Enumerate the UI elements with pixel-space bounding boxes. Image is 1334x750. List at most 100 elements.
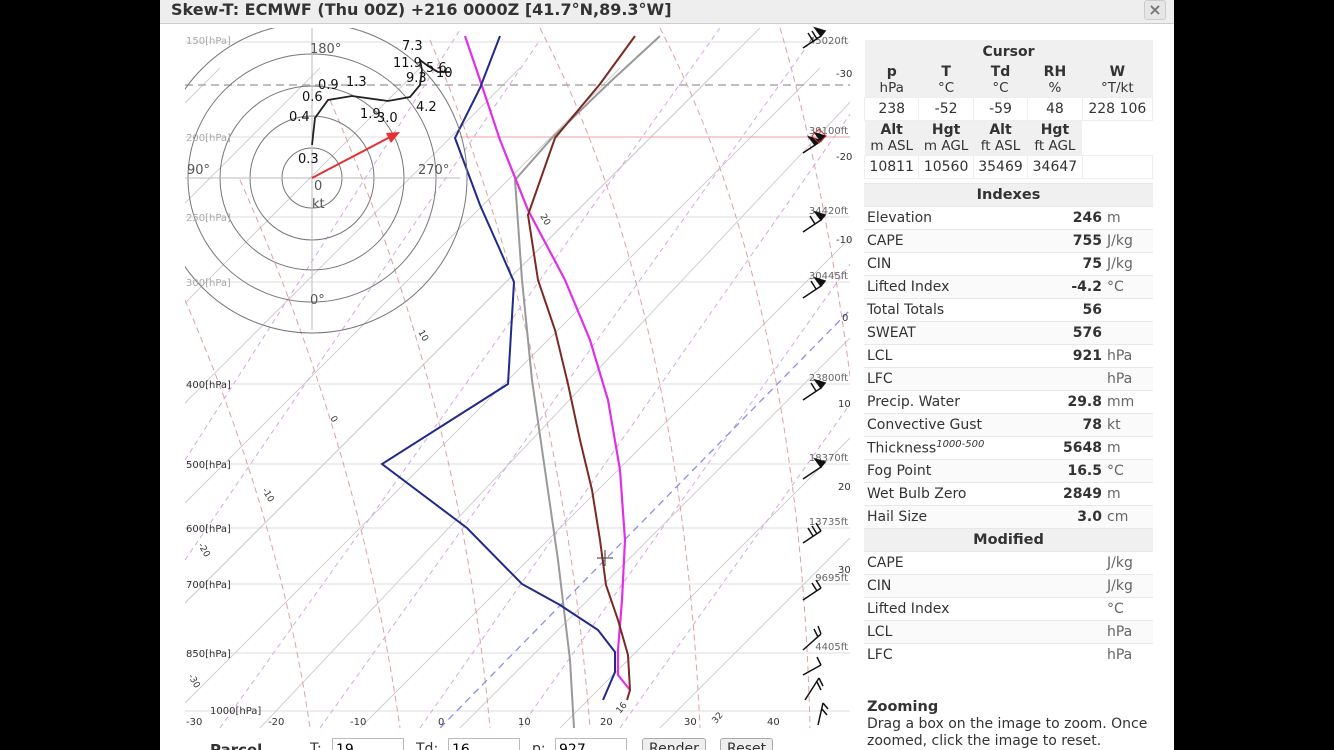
reset-button[interactable]: Reset (720, 738, 774, 750)
cursor-header-alt-ft: Alt ft ASL (973, 120, 1028, 156)
index-unit: kt (1106, 413, 1153, 437)
cursor-value-hgt-m: 10560 (918, 155, 974, 179)
cursor-value-alt-ft: 35469 (972, 155, 1029, 179)
cursor-header-p: p hPa (864, 63, 919, 98)
index-unit: hPa (1106, 367, 1153, 391)
hodograph (185, 28, 468, 334)
altitude-label: 9695ft (815, 573, 848, 584)
cursor-header-t: T °C (918, 63, 974, 98)
index-unit: °C (1106, 275, 1153, 299)
virtual-temperature-line (513, 35, 661, 728)
index-unit: m (1106, 206, 1153, 230)
mixing-label: -10 (259, 487, 275, 505)
pressure-label: 400[hPa] (186, 380, 231, 391)
index-row: Precip. Water 29.8 mm (864, 390, 1153, 414)
modified-row: CIN J/kg (864, 574, 1153, 598)
isotherm-label: 20 (838, 482, 851, 493)
index-label: Total Totals (864, 298, 1034, 322)
parcel-p-label: p: (532, 741, 546, 750)
index-label: SWEAT (864, 321, 1034, 345)
hodo-val: 7.3 (402, 39, 423, 54)
hodo-val: 9.3 (406, 71, 427, 86)
temp-tick: 10 (518, 717, 531, 728)
index-row: Wet Bulb Zero 2849 m (864, 482, 1153, 506)
mixing-label: 20 (537, 213, 552, 228)
pressure-label: 250[hPa] (186, 213, 231, 224)
index-row: LFC hPa (864, 367, 1153, 391)
temp-tick: -30 (186, 717, 202, 728)
index-row: Convective Gust 78 kt (864, 413, 1153, 437)
cursor-header-alt-m: Alt m ASL (864, 120, 919, 156)
hodo-val: 0.6 (302, 90, 323, 105)
index-unit (1106, 321, 1153, 345)
index-unit: J/kg (1106, 229, 1153, 253)
hodo-dir-180: 180° (310, 42, 341, 57)
index-label: Wet Bulb Zero (864, 482, 1034, 506)
temp-tick: 40 (767, 717, 780, 728)
modified-row: CAPE J/kg (864, 551, 1153, 575)
hodo-dir-270: 270° (418, 163, 449, 178)
modified-label: LCL (864, 620, 1034, 644)
dialog-title: Skew-T: ECMWF (Thu 00Z) +216 0000Z [41.7… (171, 0, 672, 19)
hodo-val: 0.9 (318, 78, 339, 93)
parcel-p-input[interactable] (555, 738, 627, 750)
index-row: SWEAT 576 (864, 321, 1153, 345)
parcel-td-input[interactable] (448, 738, 520, 750)
index-row: CIN 75 J/kg (864, 252, 1153, 276)
modified-row: Lifted Index °C (864, 597, 1153, 621)
index-unit (1106, 298, 1153, 322)
index-value: 5648 (1034, 436, 1106, 460)
mixing-label: 16 (615, 701, 630, 716)
hodo-val: 0.4 (289, 110, 310, 125)
indexes-heading: Indexes (864, 183, 1153, 207)
hodo-val: 3.0 (377, 111, 398, 126)
zooming-text: Drag a box on the image to zoom. Once zo… (867, 716, 1148, 749)
cursor-value-td: -59 (972, 97, 1029, 121)
cursor-value-t: -52 (918, 97, 974, 121)
close-icon[interactable]: × (1144, 0, 1166, 20)
altitude-label: 34420ft (809, 206, 848, 217)
index-unit: cm (1106, 505, 1153, 529)
index-label: CAPE (864, 229, 1034, 253)
cursor-header-rh: RH% (1027, 63, 1083, 98)
isotherm-label: 30 (838, 565, 851, 576)
modified-value (1034, 643, 1106, 667)
index-row: Elevation 246 m (864, 206, 1153, 230)
render-button[interactable]: Render (642, 738, 706, 750)
parcel-t-input[interactable] (332, 738, 404, 750)
modified-unit: J/kg (1106, 551, 1153, 575)
index-value: 921 (1034, 344, 1106, 368)
index-label: LFC (864, 367, 1034, 391)
index-value: 16.5 (1034, 459, 1106, 483)
index-value: 2849 (1034, 482, 1106, 506)
index-label: Convective Gust (864, 413, 1034, 437)
pressure-label: 1000[hPa] (210, 706, 261, 717)
cursor-value-w: 228 106 (1081, 97, 1154, 121)
skewt-diagram[interactable]: 180° 90° 270° 0° 0 kt 7.3 11.9 5.6 10 9.… (160, 0, 860, 750)
hodo-val: 0.3 (298, 152, 319, 167)
index-value: 755 (1034, 229, 1106, 253)
indexes-table: Indexes Elevation 246 m CAPE 755 J/kg CIN 75 J/k… (864, 183, 1153, 667)
altitude-label: 18370ft (809, 453, 848, 464)
modified-unit: J/kg (1106, 574, 1153, 598)
zooming-title: Zooming (867, 699, 939, 715)
modified-row: LFC hPa (864, 643, 1153, 667)
hodo-dir-0: 0° (310, 293, 325, 308)
skewt-dialog: Skew-T: ECMWF (Thu 00Z) +216 0000Z [41.7… (160, 0, 1174, 750)
index-row: Lifted Index -4.2 °C (864, 275, 1153, 299)
index-value: 576 (1034, 321, 1106, 345)
index-unit: mm (1106, 390, 1153, 414)
index-row: CAPE 755 J/kg (864, 229, 1153, 253)
title-bar[interactable]: Skew-T: ECMWF (Thu 00Z) +216 0000Z [41.7… (160, 0, 1174, 24)
temp-tick: 20 (600, 717, 613, 728)
hodo-dir-90: 90° (187, 163, 210, 178)
isotherm-label: 10 (838, 399, 851, 410)
parcel-t-label: T: (310, 741, 322, 750)
cursor-header-w: W °T/kt (1082, 63, 1153, 98)
parcel-title: Parcel (210, 741, 263, 750)
index-value: 75 (1034, 252, 1106, 276)
index-unit: m (1106, 482, 1153, 506)
hodo-unit: kt (312, 197, 325, 212)
modified-row: LCL hPa (864, 620, 1153, 644)
index-label: CIN (864, 252, 1034, 276)
